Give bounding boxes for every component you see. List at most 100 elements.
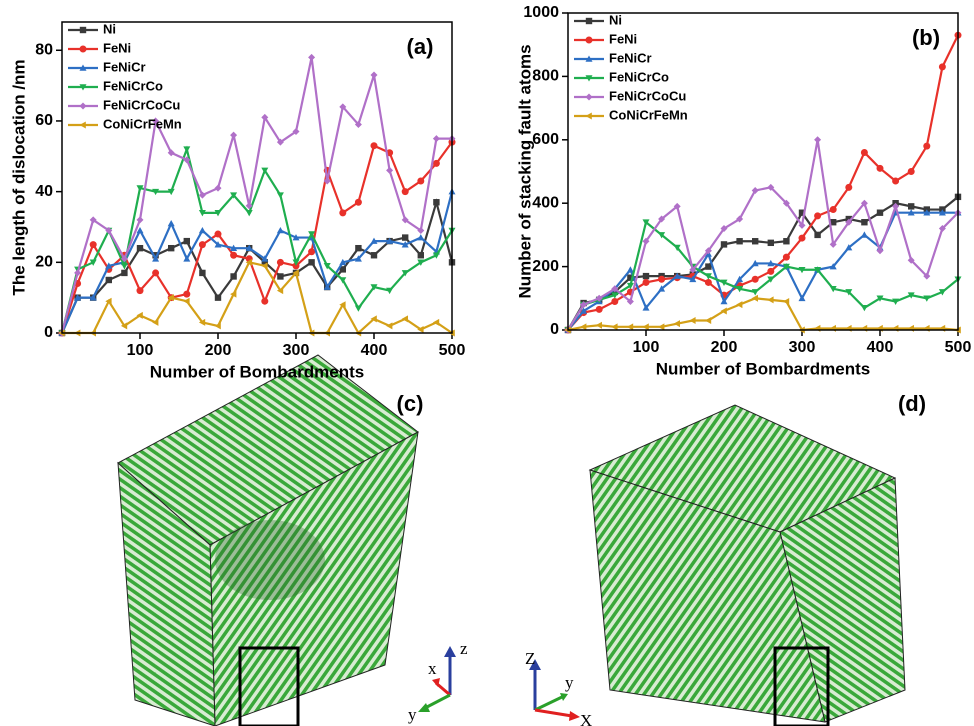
point bbox=[370, 284, 378, 291]
point bbox=[183, 290, 191, 298]
point bbox=[152, 255, 160, 262]
point bbox=[814, 212, 822, 220]
point bbox=[417, 252, 424, 259]
series-line bbox=[567, 211, 958, 331]
point bbox=[245, 202, 253, 210]
point bbox=[105, 227, 113, 235]
point bbox=[230, 273, 237, 280]
point bbox=[292, 262, 300, 270]
point bbox=[339, 266, 346, 273]
legend-label: Ni bbox=[103, 21, 116, 36]
point bbox=[720, 297, 728, 305]
point bbox=[89, 259, 97, 266]
series bbox=[564, 136, 962, 334]
point bbox=[704, 273, 712, 280]
legend-label: FeNiCrCo bbox=[609, 69, 669, 84]
point bbox=[720, 225, 728, 233]
series bbox=[58, 53, 456, 337]
point bbox=[673, 202, 681, 210]
point bbox=[308, 259, 315, 266]
point bbox=[595, 294, 603, 302]
x-tick-label: 200 bbox=[205, 342, 232, 359]
point bbox=[845, 183, 853, 191]
point bbox=[276, 287, 284, 295]
point bbox=[261, 255, 269, 262]
point bbox=[292, 234, 300, 241]
point bbox=[432, 135, 440, 143]
legend-label: FeNiCrCoCu bbox=[103, 97, 180, 112]
point bbox=[401, 270, 409, 277]
point bbox=[370, 71, 378, 79]
point bbox=[136, 244, 144, 252]
point bbox=[752, 238, 759, 245]
point bbox=[907, 256, 915, 264]
legend-label: FeNiCrCo bbox=[103, 78, 163, 93]
point bbox=[152, 252, 159, 259]
legend-label: FeNi bbox=[103, 40, 131, 55]
point bbox=[167, 188, 175, 196]
point bbox=[120, 322, 128, 330]
legend-marker bbox=[585, 36, 593, 44]
point bbox=[339, 103, 347, 111]
point bbox=[892, 298, 900, 305]
point bbox=[876, 295, 884, 302]
highlight-box bbox=[773, 646, 830, 726]
y-tick-label: 400 bbox=[532, 194, 559, 211]
point bbox=[720, 307, 727, 315]
point bbox=[860, 231, 868, 238]
point bbox=[292, 269, 299, 277]
x-tick-label: 400 bbox=[361, 342, 388, 359]
panel-label: (d) bbox=[898, 391, 926, 416]
point bbox=[276, 227, 284, 234]
point bbox=[245, 210, 253, 217]
point bbox=[183, 297, 190, 305]
point bbox=[814, 324, 821, 332]
series-line bbox=[567, 297, 959, 332]
plot-frame bbox=[567, 12, 959, 331]
point bbox=[386, 166, 394, 174]
point bbox=[214, 230, 222, 238]
point bbox=[642, 272, 650, 280]
point bbox=[642, 323, 649, 331]
axis-label: Z bbox=[525, 649, 535, 668]
point bbox=[595, 321, 602, 329]
point bbox=[105, 262, 113, 269]
point bbox=[767, 267, 775, 275]
point bbox=[767, 239, 774, 247]
point bbox=[923, 295, 931, 302]
point bbox=[860, 148, 868, 156]
point bbox=[89, 241, 97, 249]
point bbox=[736, 285, 744, 293]
point bbox=[611, 292, 619, 299]
axis-triad-c: z x y bbox=[408, 639, 468, 724]
point bbox=[798, 294, 806, 302]
point bbox=[417, 227, 425, 235]
point bbox=[720, 279, 728, 286]
point bbox=[580, 323, 587, 331]
highlight-box bbox=[238, 646, 300, 726]
point bbox=[230, 290, 237, 298]
point bbox=[938, 324, 946, 332]
point bbox=[401, 241, 409, 248]
series-line bbox=[60, 57, 452, 334]
point bbox=[183, 255, 191, 262]
point bbox=[105, 297, 112, 305]
point bbox=[292, 259, 300, 266]
point bbox=[355, 244, 362, 252]
panel-label: (a) bbox=[407, 34, 434, 59]
point bbox=[829, 206, 837, 214]
point bbox=[417, 234, 425, 241]
point bbox=[245, 244, 253, 251]
point bbox=[845, 324, 852, 332]
point bbox=[845, 289, 853, 296]
point bbox=[845, 218, 853, 226]
point bbox=[183, 156, 191, 164]
point bbox=[152, 269, 160, 277]
point bbox=[152, 117, 160, 125]
point bbox=[261, 113, 269, 121]
point bbox=[658, 275, 666, 283]
point bbox=[736, 301, 743, 309]
point bbox=[261, 297, 269, 305]
point bbox=[432, 159, 440, 167]
series-line bbox=[62, 261, 453, 335]
